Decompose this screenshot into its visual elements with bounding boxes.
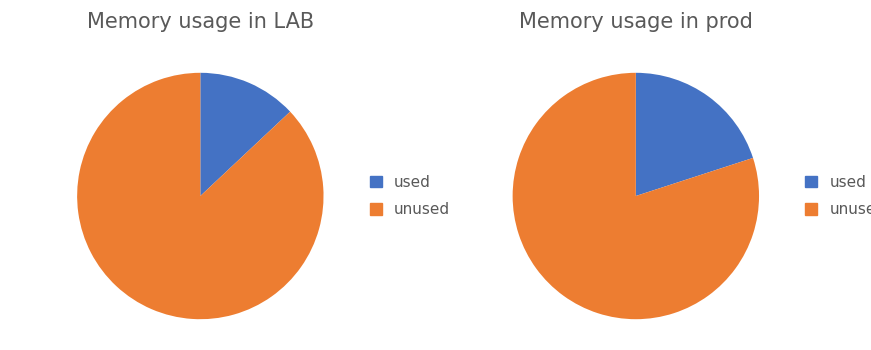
Title: Memory usage in LAB: Memory usage in LAB [87, 12, 314, 32]
Wedge shape [200, 73, 290, 196]
Wedge shape [78, 73, 323, 319]
Title: Memory usage in prod: Memory usage in prod [519, 12, 753, 32]
Wedge shape [513, 73, 759, 319]
Legend: used, unused: used, unused [798, 167, 871, 225]
Legend: used, unused: used, unused [362, 167, 458, 225]
Wedge shape [636, 73, 753, 196]
